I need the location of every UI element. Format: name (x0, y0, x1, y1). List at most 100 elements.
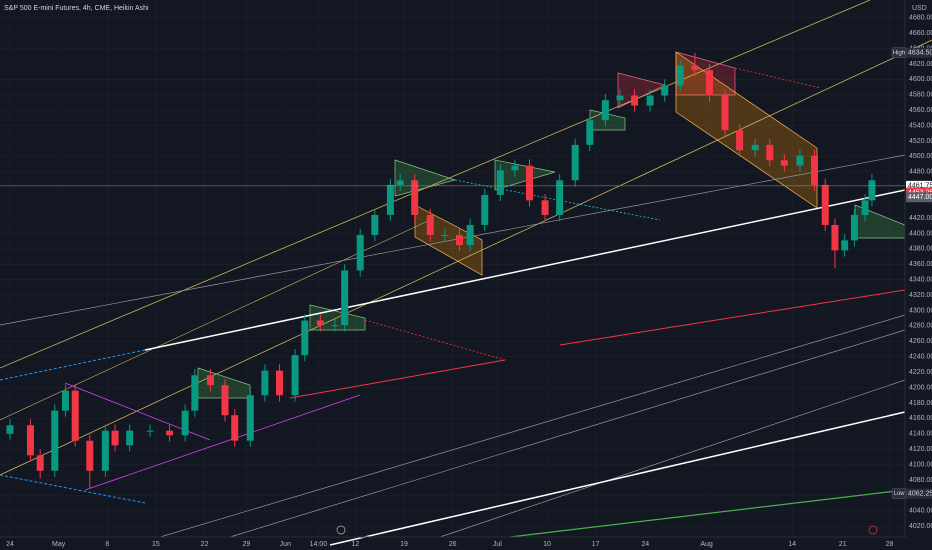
price-tag-box (891, 488, 907, 499)
trend-line (0, 154, 906, 326)
candle-body (705, 70, 713, 96)
candle-body (51, 410, 59, 471)
x-tick-label: 26 (449, 541, 457, 548)
y-tick-label: 4620.00 (909, 61, 932, 68)
candle-body (126, 430, 134, 446)
y-tick-label: 4480.00 (909, 169, 932, 176)
price-label: 4062.25 (908, 491, 932, 498)
price-label: 4447.00 (908, 194, 932, 201)
y-tick-label: 4660.00 (909, 30, 932, 37)
y-tick-label: 4160.00 (909, 415, 932, 422)
candle-body (221, 385, 229, 416)
x-tick-label: 29 (243, 541, 251, 548)
trend-line (144, 189, 906, 351)
candle-body (411, 180, 419, 215)
y-tick-label: 4080.00 (909, 477, 932, 484)
candle-body (691, 65, 699, 71)
y-tick-label: 4340.00 (909, 277, 932, 284)
candle-body (496, 170, 504, 195)
candle-body (291, 355, 299, 396)
trend-line (329, 411, 906, 546)
x-tick-label: May (52, 541, 66, 548)
candle-body (6, 425, 14, 434)
y-tick-label: 4680.00 (909, 15, 932, 22)
candle-body (586, 120, 594, 145)
y-tick-label: 4360.00 (909, 261, 932, 268)
candle-body (331, 325, 339, 327)
candle-body (71, 390, 79, 441)
trend-line (84, 394, 361, 491)
green-triangle (494, 159, 556, 191)
candle-body (246, 395, 254, 441)
trend-line (229, 329, 906, 538)
candle-body (511, 165, 519, 171)
candle-body (86, 440, 94, 471)
candle-body (455, 234, 463, 246)
candle-body (780, 160, 788, 166)
y-tick-label: 4300.00 (909, 307, 932, 314)
candle-body (841, 240, 849, 251)
candles (0, 52, 905, 489)
y-tick-label: 4040.00 (909, 508, 932, 515)
candle-body (36, 455, 44, 471)
trend-line (559, 289, 906, 346)
trend-line (734, 67, 821, 89)
candle-body (631, 95, 639, 106)
candle-body (386, 184, 394, 215)
candle-body (426, 214, 434, 235)
candle-body (796, 155, 804, 166)
x-tick-label: Jun (280, 541, 291, 548)
candle-body (166, 430, 174, 436)
candle-body (111, 430, 119, 446)
y-tick-label: 4020.00 (909, 523, 932, 530)
trend-line (0, 39, 932, 476)
candle-body (26, 425, 34, 456)
y-tick-label: 4120.00 (909, 446, 932, 453)
x-tick-label: 14 (788, 541, 796, 548)
candle-body (831, 224, 839, 251)
x-tick-label: 17 (592, 541, 600, 548)
candle-body (396, 180, 404, 185)
candle-body (231, 415, 239, 441)
candle-body (821, 184, 829, 225)
candle-body (721, 95, 729, 131)
x-tick-label: 10 (543, 541, 551, 548)
candle-body (301, 320, 309, 356)
y-tick-label: 4540.00 (909, 122, 932, 129)
candle-body (766, 144, 774, 161)
candle-body (341, 270, 349, 326)
trend-line (439, 379, 906, 538)
y-tick-label: 4400.00 (909, 230, 932, 237)
candle-body (146, 430, 154, 432)
y-tick-label: 4260.00 (909, 338, 932, 345)
candle-body (191, 375, 199, 411)
y-tick-label: 4200.00 (909, 384, 932, 391)
candle-body (371, 214, 379, 235)
candle-body (356, 234, 364, 271)
y-tick-label: 4380.00 (909, 246, 932, 253)
y-tick-label: 4560.00 (909, 107, 932, 114)
candle-body (275, 370, 283, 396)
x-tick-label: 15 (152, 541, 160, 548)
candle-body (616, 95, 624, 101)
candle-body (261, 370, 269, 396)
candle-body (736, 130, 744, 151)
y-tick-label: 4220.00 (909, 369, 932, 376)
y-tick-label: 4180.00 (909, 400, 932, 407)
event-icon[interactable] (336, 525, 346, 535)
candle-body (571, 144, 579, 181)
candle-body (181, 410, 189, 436)
candle-body (751, 144, 759, 151)
y-tick-label: 4280.00 (909, 323, 932, 330)
candle-body (441, 234, 449, 236)
event-icon[interactable] (868, 525, 878, 535)
x-tick-label: 12 (351, 541, 359, 548)
candle-body (316, 320, 324, 326)
candle-body (541, 200, 549, 215)
x-tick-label: 28 (886, 541, 894, 548)
candle-body (466, 224, 474, 246)
x-tick-label: 8 (105, 541, 109, 548)
y-tick-label: 4140.00 (909, 431, 932, 438)
